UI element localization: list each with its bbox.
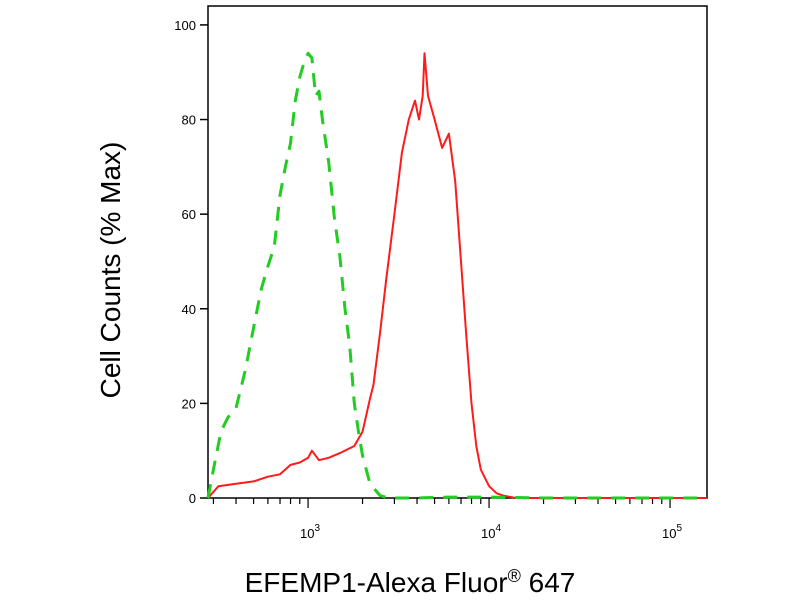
y-tick-label: 80: [182, 113, 196, 128]
x-axis: 103 104 105: [212, 498, 683, 541]
y-tick-label: 20: [182, 396, 196, 411]
y-axis: 0 20 40 60 80 100: [174, 18, 208, 506]
series-layer: [206, 51, 707, 500]
y-tick-label: 40: [182, 302, 196, 317]
green-dashed-series: [206, 51, 707, 500]
red-solid-series: [207, 52, 707, 499]
y-tick-label: 60: [182, 207, 196, 222]
x-tick-label: 103: [300, 523, 320, 541]
x-axis-title-mark: ®: [508, 566, 521, 586]
plot-frame: [207, 5, 708, 499]
y-tick-label: 0: [189, 491, 196, 506]
plot-border: [207, 5, 708, 499]
y-tick-label: 100: [174, 18, 196, 33]
x-axis-title-main: EFEMP1-Alexa Fluor: [245, 567, 508, 598]
x-axis-title-suffix: 647: [521, 567, 576, 598]
x-tick-label: 105: [662, 523, 682, 541]
x-tick-label: 104: [481, 523, 501, 541]
x-axis-title: EFEMP1-Alexa Fluor® 647: [245, 566, 576, 598]
y-axis-title: Cell Counts (% Max): [95, 142, 126, 399]
